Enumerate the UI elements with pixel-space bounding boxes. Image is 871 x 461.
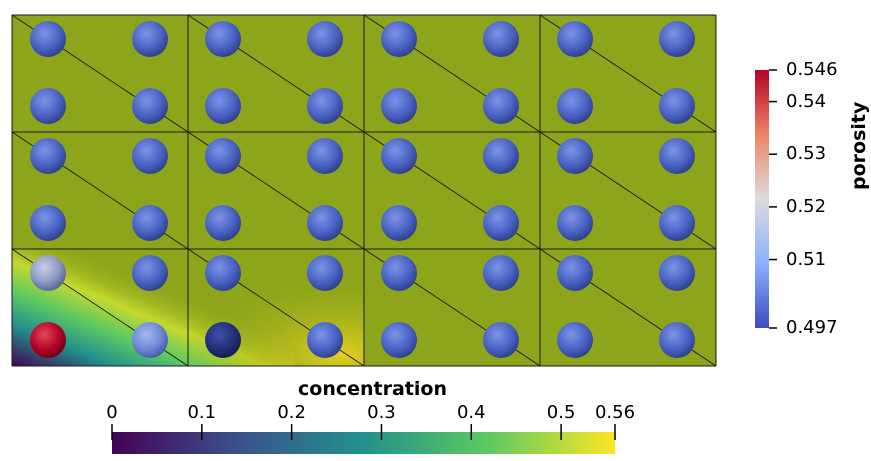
sphere bbox=[30, 255, 66, 291]
porosity-tick-label: 0.51 bbox=[786, 248, 827, 270]
porosity-tick-label: 0.497 bbox=[786, 317, 838, 338]
sphere bbox=[30, 322, 66, 358]
porosity-tick-label: 0.54 bbox=[786, 90, 827, 112]
concentration-tick-label: 0.3 bbox=[367, 402, 396, 423]
sphere bbox=[483, 205, 519, 241]
sphere bbox=[205, 138, 241, 174]
sphere bbox=[307, 205, 343, 241]
sphere bbox=[132, 205, 168, 241]
concentration-tick-label: 0.56 bbox=[594, 402, 636, 423]
sphere bbox=[307, 255, 343, 291]
concentration-colorbar-title: concentration bbox=[298, 378, 447, 400]
sphere bbox=[381, 21, 417, 57]
sphere bbox=[483, 255, 519, 291]
sphere bbox=[659, 322, 695, 358]
sphere bbox=[659, 88, 695, 124]
sphere bbox=[381, 322, 417, 358]
porosity-colorbar bbox=[755, 69, 777, 329]
sphere bbox=[483, 21, 519, 57]
porosity-color-ramp bbox=[755, 70, 769, 328]
sphere bbox=[132, 255, 168, 291]
sphere bbox=[30, 88, 66, 124]
sphere bbox=[381, 88, 417, 124]
sphere-group bbox=[30, 21, 695, 358]
sphere bbox=[483, 88, 519, 124]
concentration-tick-label: 0.4 bbox=[456, 402, 486, 423]
porosity-colorbar-title: porosity bbox=[848, 101, 870, 190]
sphere bbox=[132, 322, 168, 358]
sphere bbox=[557, 88, 593, 124]
porosity-tick-label: 0.546 bbox=[786, 59, 838, 80]
sphere bbox=[557, 205, 593, 241]
concentration-tick-label: 0.1 bbox=[187, 402, 217, 423]
porosity-tick-label: 0.53 bbox=[786, 143, 827, 165]
mesh-domain bbox=[11, 14, 717, 367]
sphere bbox=[307, 138, 343, 174]
concentration-tick-label: 0.2 bbox=[277, 402, 306, 423]
sphere bbox=[30, 21, 66, 57]
sphere bbox=[205, 21, 241, 57]
sphere bbox=[307, 21, 343, 57]
concentration-colorbar bbox=[111, 424, 616, 454]
sphere bbox=[381, 255, 417, 291]
sphere bbox=[659, 205, 695, 241]
concentration-tick-label: 0.5 bbox=[546, 402, 576, 423]
sphere bbox=[659, 255, 695, 291]
sphere bbox=[30, 205, 66, 241]
sphere bbox=[205, 205, 241, 241]
sphere bbox=[132, 21, 168, 57]
sphere bbox=[557, 138, 593, 174]
sphere bbox=[557, 21, 593, 57]
sphere bbox=[483, 322, 519, 358]
sphere bbox=[307, 88, 343, 124]
sphere bbox=[132, 138, 168, 174]
sphere bbox=[659, 21, 695, 57]
sphere bbox=[307, 322, 343, 358]
sphere bbox=[381, 138, 417, 174]
sphere bbox=[205, 322, 241, 358]
sphere bbox=[30, 138, 66, 174]
concentration-tick-label: 0 bbox=[106, 402, 118, 423]
sphere bbox=[557, 255, 593, 291]
sphere bbox=[205, 255, 241, 291]
sphere bbox=[132, 88, 168, 124]
sphere bbox=[557, 322, 593, 358]
sphere bbox=[381, 205, 417, 241]
sphere bbox=[659, 138, 695, 174]
sphere bbox=[483, 138, 519, 174]
porosity-tick-label: 0.52 bbox=[786, 195, 827, 217]
concentration-color-ramp bbox=[112, 432, 615, 454]
sphere bbox=[205, 88, 241, 124]
